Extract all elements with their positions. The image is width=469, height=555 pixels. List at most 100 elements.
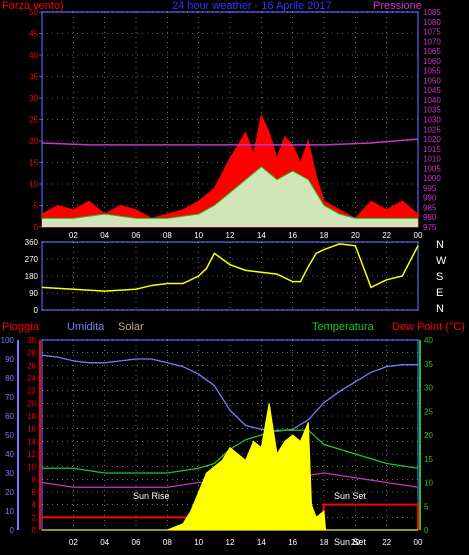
humidity-tick-label: 50: [5, 431, 14, 440]
pressure-tick-label: 1080: [423, 18, 441, 27]
pressure-tick-label: 1025: [423, 125, 441, 134]
direction-tick-label: 0: [34, 306, 39, 315]
humidity-label: Umidita: [67, 321, 105, 333]
wind-series: [41, 113, 419, 228]
humidity-tick-label: 20: [5, 488, 14, 497]
pressure-tick-label: 1045: [423, 86, 441, 95]
direction-tick-label: 90: [29, 289, 38, 298]
compass-label: S: [436, 271, 443, 283]
temperature-tick-label: 10: [424, 479, 433, 488]
conditions-x-tick-label: 08: [163, 538, 172, 547]
rain-label: Pioggia: [2, 321, 40, 333]
compass-label: N: [436, 303, 444, 315]
wind-average-line: [42, 166, 418, 219]
wind-direction-trace: [41, 243, 419, 292]
humidity-tick-label: 40: [5, 450, 14, 459]
temperature-tick-label: 35: [424, 360, 433, 369]
humidity-tick-label: 60: [5, 412, 14, 421]
conditions-x-tick-label: 04: [100, 538, 109, 547]
wind-tick-label: 5: [34, 202, 39, 211]
conditions-x-tick-label: 12: [226, 538, 235, 547]
humidity-tick-label: 10: [5, 507, 14, 516]
pressure-tick-label: 1055: [423, 67, 441, 76]
temperature-line: [42, 429, 419, 474]
pressure-tick-label: 1060: [423, 57, 441, 66]
conditions-x-axis: 02 04 06 08 10 12 14 16 18 20 22 00: [69, 538, 423, 547]
conditions-x-tick-label: 20: [351, 538, 360, 547]
pressure-tick-label: 995: [423, 184, 437, 193]
humidity-tick-label: 80: [5, 374, 14, 383]
rain-tick-label: 2: [32, 513, 37, 522]
wind-tick-label: 50: [29, 8, 38, 17]
pressure-tick-label: 1005: [423, 164, 441, 173]
wind-x-tick-label: 02: [69, 231, 78, 240]
dewpoint-label: Dew Point (°C): [392, 321, 465, 333]
wind-average-area: [42, 166, 418, 227]
wind-tick-label: 20: [29, 137, 38, 146]
temperature-tick-label: 0: [424, 526, 429, 535]
pressure-tick-label: 1050: [423, 76, 441, 85]
rain-tick-label: 16: [27, 425, 36, 434]
pressure-tick-label: 1065: [423, 47, 441, 56]
conditions-x-tick-label: 16: [288, 538, 297, 547]
conditions-x-tick-label: 14: [257, 538, 266, 547]
pressure-tick-label: 1085: [423, 8, 441, 17]
rain-tick-label: 10: [27, 463, 36, 472]
rain-tick-label: 6: [32, 488, 37, 497]
pressure-tick-label: 1035: [423, 106, 441, 115]
wind-x-tick-label: 06: [132, 231, 141, 240]
wind-x-axis: 02 04 06 08 10 12 14 16 18 20 22 00: [69, 231, 423, 240]
rain-tick-label: 18: [27, 412, 36, 421]
conditions-x-tick-label: 10: [194, 538, 203, 547]
direction-tick-label: 270: [25, 255, 39, 264]
wind-tick-label: 10: [29, 180, 38, 189]
sun-set-annotation: Sun Set: [334, 491, 367, 501]
conditions-x-tick-label: 22: [382, 538, 391, 547]
weather-conditions-panel: Pioggia Umidita Solar Temperatura Dew Po…: [1, 321, 465, 547]
rain-tick-label: 4: [32, 501, 37, 510]
wind-x-tick-label: 20: [351, 231, 360, 240]
wind-tick-label: 40: [29, 51, 38, 60]
wind-tick-label: 30: [29, 94, 38, 103]
rain-tick-label: 12: [27, 450, 36, 459]
temperature-tick-label: 15: [424, 455, 433, 464]
direction-left-axis: 0 90 180 270 360: [25, 238, 39, 315]
direction-tick-label: 180: [25, 272, 39, 281]
humidity-tick-label: 100: [1, 336, 15, 345]
pressure-tick-label: 985: [423, 203, 437, 212]
pressure-line: [41, 138, 419, 146]
compass-label: N: [436, 239, 444, 251]
rain-tick-label: 24: [27, 374, 36, 383]
wind-chart-title: 24 hour weather - 16 Aprile 2017: [172, 0, 332, 12]
direction-series: [41, 243, 419, 292]
wind-tick-label: 45: [29, 30, 38, 39]
wind-x-tick-label: 14: [257, 231, 266, 240]
temperature-label: Temperatura: [312, 321, 375, 333]
temperature-tick-label: 30: [424, 384, 433, 393]
wind-x-tick-label: 00: [414, 231, 423, 240]
conditions-axes: 0102030405060708090100024681012141618202…: [1, 336, 434, 535]
wind-x-tick-label: 04: [100, 231, 109, 240]
pressure-tick-label: 1015: [423, 145, 441, 154]
pressure-tick-label: 990: [423, 194, 437, 203]
pressure-tick-label: 1000: [423, 174, 441, 183]
humidity-tick-label: 0: [10, 526, 15, 535]
wind-x-tick-label: 22: [382, 231, 391, 240]
rain-tick-label: 30: [27, 336, 36, 345]
wind-left-axis: 0 5 10 15 20 25 30 35 40 45 50: [29, 8, 42, 232]
wind-tick-label: 35: [29, 73, 38, 82]
pressure-tick-label: 1075: [423, 28, 441, 37]
temperature-tick-label: 20: [424, 431, 433, 440]
temperature-tick-label: 5: [424, 502, 429, 511]
wind-tick-label: 15: [29, 159, 38, 168]
compass-label: E: [436, 287, 443, 299]
pressure-tick-label: 980: [423, 213, 437, 222]
pressure-tick-label: 1040: [423, 96, 441, 105]
pressure-right-axis: 9759809859909951000100510101015102010251…: [423, 8, 441, 232]
temperature-tick-label: 25: [424, 407, 433, 416]
compass-label: W: [436, 255, 447, 267]
wind-x-tick-label: 18: [320, 231, 329, 240]
rain-tick-label: 14: [27, 437, 36, 446]
rain-tick-label: 20: [27, 399, 36, 408]
